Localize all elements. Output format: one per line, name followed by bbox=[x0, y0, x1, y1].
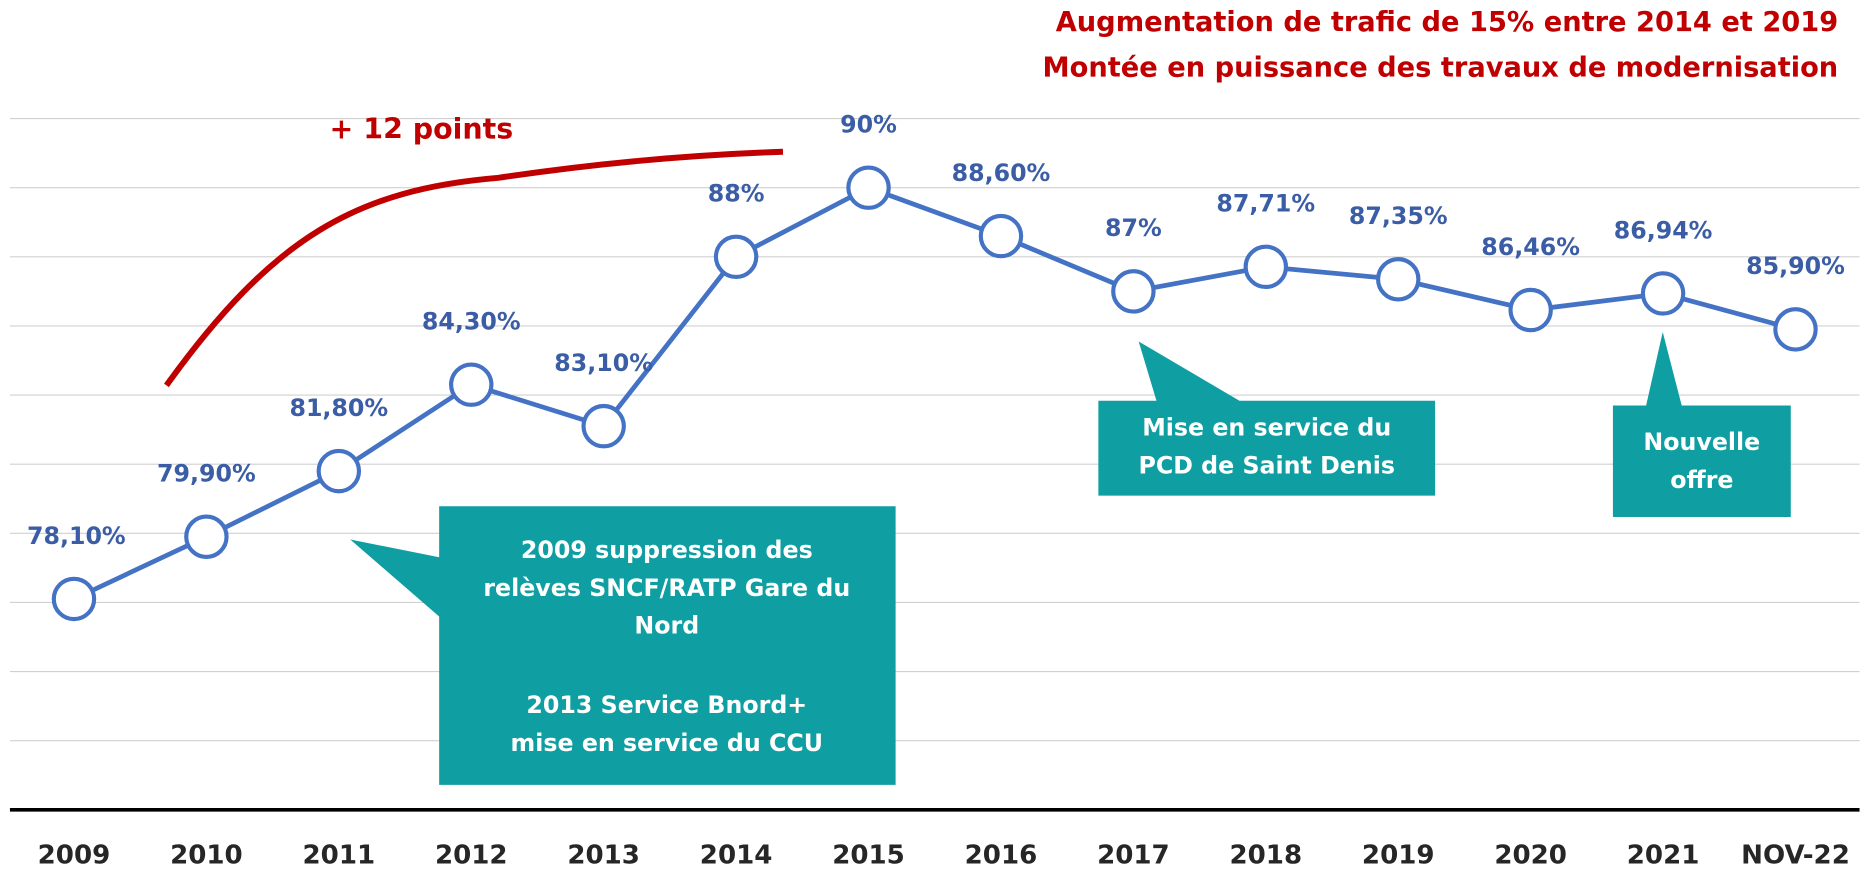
x-tick-label: 2017 bbox=[1097, 841, 1170, 871]
point bbox=[184, 514, 229, 559]
point bbox=[1243, 244, 1289, 290]
point bbox=[713, 234, 759, 280]
point bbox=[1640, 271, 1686, 316]
point bbox=[1376, 257, 1421, 302]
trend-label: + 12 points bbox=[330, 112, 514, 145]
data-label: 86,94% bbox=[1614, 216, 1713, 244]
point bbox=[978, 213, 1024, 259]
callout-text: relèves SNCF/RATP Gare du bbox=[483, 574, 850, 602]
callout-text: 2009 suppression des bbox=[521, 536, 813, 564]
line bbox=[72, 185, 1797, 602]
callout bbox=[350, 506, 896, 785]
data-label: 87,71% bbox=[1216, 190, 1315, 218]
title: Montée en puissance des travaux de moder… bbox=[1042, 52, 1838, 83]
point bbox=[1508, 287, 1553, 333]
data-label: 87% bbox=[1105, 214, 1162, 242]
data-label: 79,90% bbox=[157, 460, 256, 488]
data-label: 78,10% bbox=[27, 522, 126, 550]
data-label: 88% bbox=[708, 180, 765, 208]
data-label: 87,35% bbox=[1349, 202, 1448, 230]
x-tick-label: 2019 bbox=[1362, 841, 1435, 871]
x-tick-label: 2012 bbox=[435, 841, 508, 871]
callout bbox=[1612, 331, 1791, 517]
callout-text: Nouvelle bbox=[1643, 428, 1760, 456]
data-label: 85,90% bbox=[1746, 252, 1845, 280]
x-tick-label: 2009 bbox=[38, 841, 111, 871]
x-tick-label: 2010 bbox=[170, 841, 243, 871]
callout-text: mise en service du CCU bbox=[511, 729, 823, 757]
callout-text: offre bbox=[1670, 466, 1733, 494]
point bbox=[846, 165, 891, 210]
callout-text: PCD de Saint Denis bbox=[1138, 452, 1395, 480]
data-label: 90% bbox=[840, 111, 897, 139]
x-tick-label: NOV-22 bbox=[1741, 841, 1850, 871]
data-label: 84,30% bbox=[422, 308, 521, 336]
data-label: 81,80% bbox=[289, 394, 388, 422]
trend-arrow bbox=[164, 148, 784, 388]
point bbox=[1773, 307, 1818, 352]
point bbox=[316, 448, 362, 494]
data-label: 86,46% bbox=[1481, 233, 1580, 261]
data-label: 88,60% bbox=[952, 159, 1051, 187]
x-tick-label: 2018 bbox=[1230, 841, 1303, 871]
point bbox=[581, 403, 626, 449]
callout-text: 2013 Service Bnord+ bbox=[526, 691, 807, 719]
x-tick-label: 2014 bbox=[700, 841, 773, 871]
point bbox=[1111, 269, 1156, 314]
callout-text: Mise en service du bbox=[1142, 414, 1391, 442]
x-tick-label: 2021 bbox=[1627, 841, 1700, 871]
point bbox=[449, 362, 494, 407]
point bbox=[51, 576, 97, 622]
x-tick-label: 2011 bbox=[303, 841, 376, 871]
x-tick-label: 2020 bbox=[1494, 841, 1567, 871]
x-tick-label: 2013 bbox=[567, 841, 640, 871]
title: Augmentation de trafic de 15% entre 2014… bbox=[1056, 7, 1839, 38]
callout bbox=[1098, 341, 1436, 496]
x-tick-label: 2015 bbox=[832, 841, 905, 871]
callout-text: Nord bbox=[634, 612, 699, 640]
data-label: 83,10% bbox=[554, 349, 653, 377]
x-tick-label: 2016 bbox=[965, 841, 1038, 871]
